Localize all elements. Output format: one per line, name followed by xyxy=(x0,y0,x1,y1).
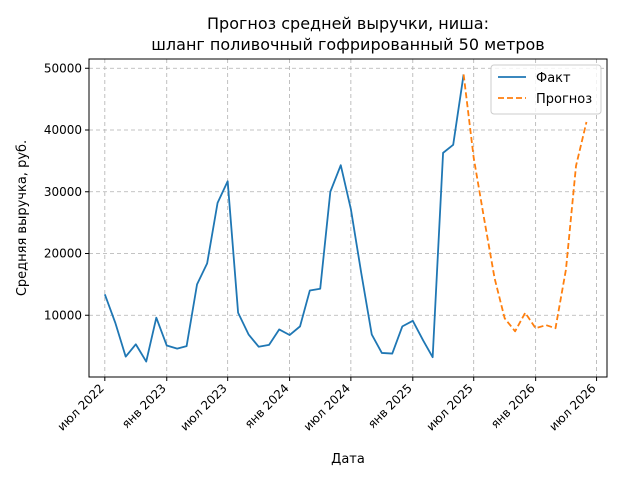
x-axis: июл 2022 янв 2023 июл 2023 янв 2024 июл 2024… xyxy=(55,377,599,434)
x-tick-label: июл 2025 xyxy=(424,381,476,433)
legend: Факт Прогноз xyxy=(490,64,602,115)
legend-label-fakt: Факт xyxy=(536,71,571,86)
y-tick-label: 20000 xyxy=(44,247,82,261)
series-line-fakt xyxy=(103,74,465,363)
y-tick-label: 10000 xyxy=(44,308,82,322)
y-tick-label: 30000 xyxy=(44,185,82,199)
x-tick-label: июл 2022 xyxy=(55,381,107,433)
series-line-prognoz xyxy=(462,74,588,333)
y-axis-label: Средняя выручка, руб. xyxy=(15,140,30,296)
x-tick-label: янв 2023 xyxy=(119,381,169,431)
series-layer xyxy=(103,74,588,363)
chart-title-line-2: шланг поливочный гофрированный 50 метров xyxy=(151,35,544,54)
x-tick-label: июл 2024 xyxy=(301,381,353,433)
y-tick-label: 40000 xyxy=(44,123,82,137)
x-tick-label: янв 2025 xyxy=(365,381,415,431)
x-tick-label: июл 2026 xyxy=(546,381,598,433)
y-axis: 10000 20000 30000 40000 50000 xyxy=(44,61,89,322)
chart-title-line-1: Прогноз средней выручки, ниша: xyxy=(207,14,489,33)
x-axis-label: Дата xyxy=(331,452,365,467)
x-tick-label: янв 2024 xyxy=(242,381,292,431)
x-tick-label: янв 2026 xyxy=(488,381,538,431)
y-tick-label: 50000 xyxy=(44,61,82,75)
legend-label-prognoz: Прогноз xyxy=(536,92,592,107)
x-tick-label: июл 2023 xyxy=(178,381,230,433)
plot-area-frame xyxy=(88,58,608,378)
